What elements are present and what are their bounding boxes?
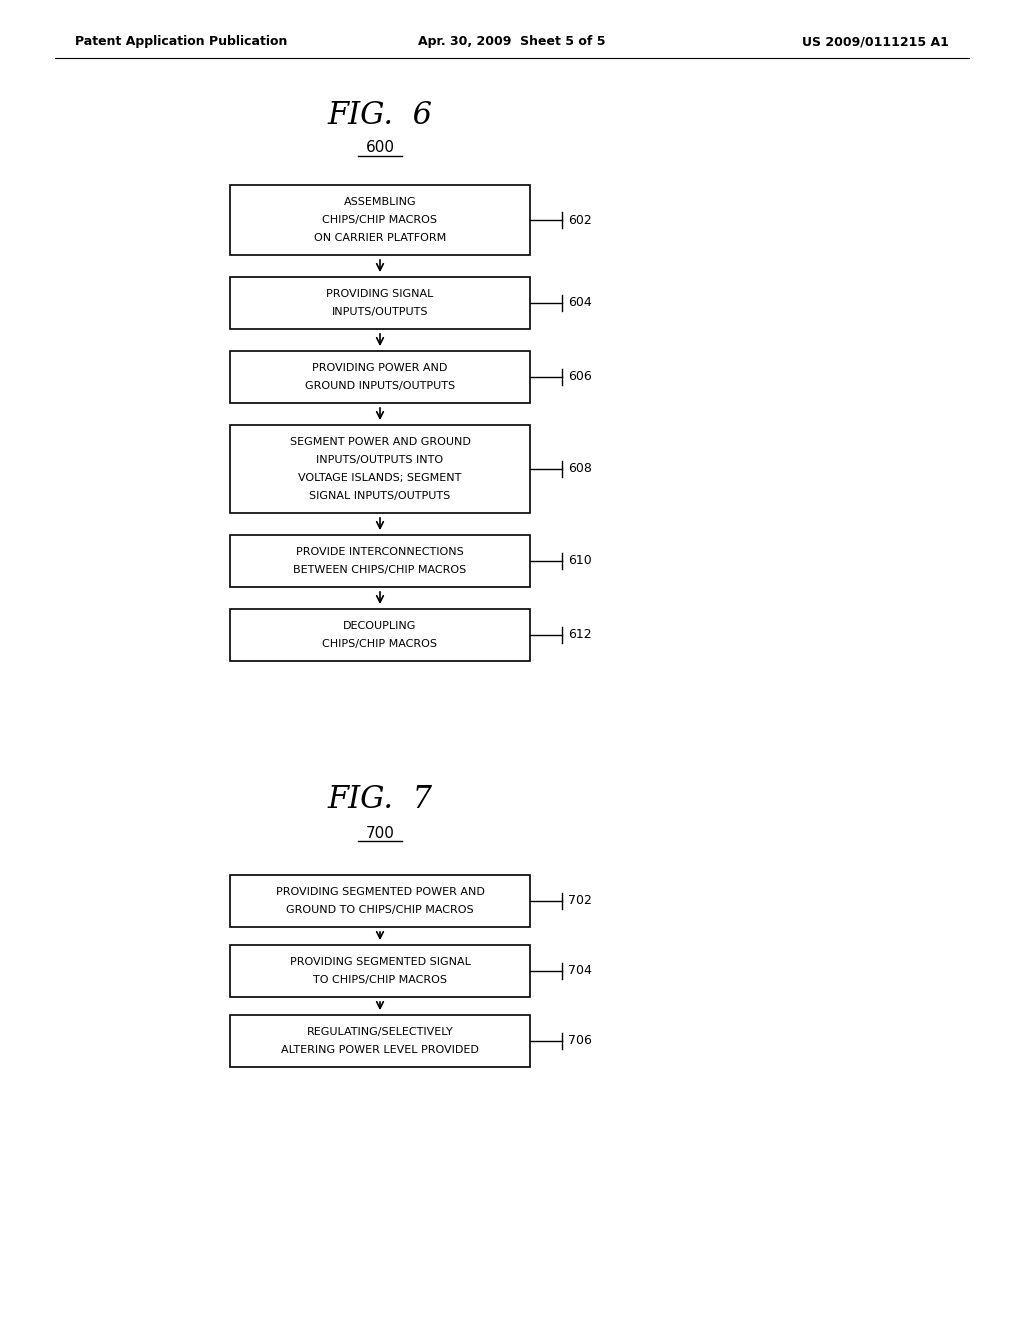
Text: GROUND INPUTS/OUTPUTS: GROUND INPUTS/OUTPUTS — [305, 381, 455, 391]
Bar — [230, 609, 530, 661]
Text: INPUTS/OUTPUTS INTO: INPUTS/OUTPUTS INTO — [316, 455, 443, 465]
Bar — [230, 185, 530, 255]
Text: SIGNAL INPUTS/OUTPUTS: SIGNAL INPUTS/OUTPUTS — [309, 491, 451, 502]
Text: Apr. 30, 2009  Sheet 5 of 5: Apr. 30, 2009 Sheet 5 of 5 — [418, 36, 606, 49]
Text: CHIPS/CHIP MACROS: CHIPS/CHIP MACROS — [323, 215, 437, 224]
Text: FIG.  7: FIG. 7 — [328, 784, 432, 816]
Text: GROUND TO CHIPS/CHIP MACROS: GROUND TO CHIPS/CHIP MACROS — [286, 906, 474, 915]
Text: Patent Application Publication: Patent Application Publication — [75, 36, 288, 49]
Text: PROVIDING SEGMENTED POWER AND: PROVIDING SEGMENTED POWER AND — [275, 887, 484, 898]
Text: 606: 606 — [568, 371, 592, 384]
Bar — [230, 945, 530, 997]
Bar — [230, 535, 530, 587]
Text: DECOUPLING: DECOUPLING — [343, 620, 417, 631]
Text: SEGMENT POWER AND GROUND: SEGMENT POWER AND GROUND — [290, 437, 470, 447]
Text: 702: 702 — [568, 895, 592, 908]
Bar — [230, 875, 530, 927]
Text: TO CHIPS/CHIP MACROS: TO CHIPS/CHIP MACROS — [313, 975, 447, 985]
Text: PROVIDING POWER AND: PROVIDING POWER AND — [312, 363, 447, 374]
Text: PROVIDE INTERCONNECTIONS: PROVIDE INTERCONNECTIONS — [296, 546, 464, 557]
Bar — [230, 277, 530, 329]
Text: ASSEMBLING: ASSEMBLING — [344, 197, 417, 207]
Text: REGULATING/SELECTIVELY: REGULATING/SELECTIVELY — [306, 1027, 454, 1038]
Text: 604: 604 — [568, 297, 592, 309]
Text: ALTERING POWER LEVEL PROVIDED: ALTERING POWER LEVEL PROVIDED — [281, 1045, 479, 1055]
Text: ON CARRIER PLATFORM: ON CARRIER PLATFORM — [314, 234, 446, 243]
Text: 700: 700 — [366, 825, 394, 841]
Text: 600: 600 — [366, 140, 394, 156]
Bar — [230, 425, 530, 513]
Text: FIG.  6: FIG. 6 — [328, 99, 432, 131]
Text: 704: 704 — [568, 965, 592, 978]
Text: INPUTS/OUTPUTS: INPUTS/OUTPUTS — [332, 308, 428, 317]
Text: 602: 602 — [568, 214, 592, 227]
Text: BETWEEN CHIPS/CHIP MACROS: BETWEEN CHIPS/CHIP MACROS — [293, 565, 467, 576]
Text: PROVIDING SIGNAL: PROVIDING SIGNAL — [327, 289, 434, 300]
Text: 612: 612 — [568, 628, 592, 642]
Text: CHIPS/CHIP MACROS: CHIPS/CHIP MACROS — [323, 639, 437, 649]
Bar — [230, 351, 530, 403]
Text: VOLTAGE ISLANDS; SEGMENT: VOLTAGE ISLANDS; SEGMENT — [298, 473, 462, 483]
Text: US 2009/0111215 A1: US 2009/0111215 A1 — [802, 36, 949, 49]
Text: PROVIDING SEGMENTED SIGNAL: PROVIDING SEGMENTED SIGNAL — [290, 957, 470, 968]
Bar — [230, 1015, 530, 1067]
Text: 706: 706 — [568, 1035, 592, 1048]
Text: 610: 610 — [568, 554, 592, 568]
Text: 608: 608 — [568, 462, 592, 475]
